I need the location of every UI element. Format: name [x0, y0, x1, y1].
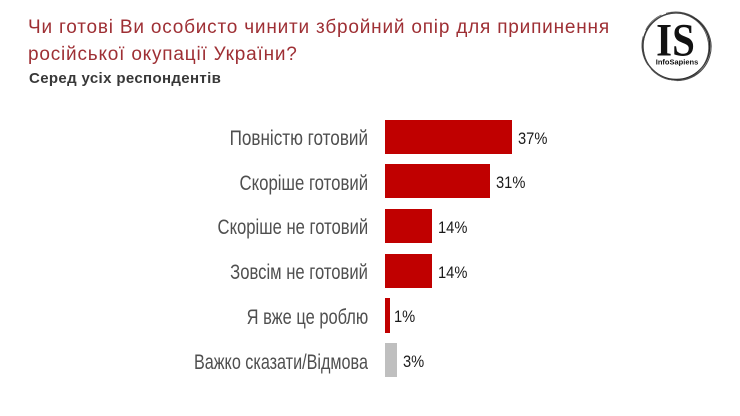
svg-text:InfoSapiens: InfoSapiens: [656, 58, 699, 67]
svg-text:IS: IS: [656, 15, 695, 66]
